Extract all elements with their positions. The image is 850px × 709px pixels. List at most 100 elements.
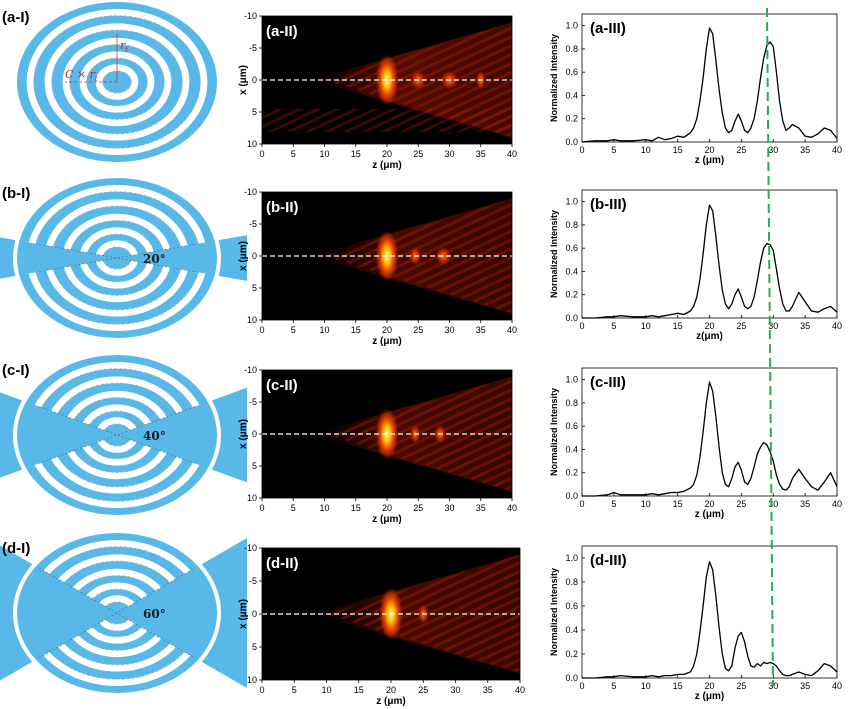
x-axis-label: z (μm) [695, 155, 724, 166]
scaled-radius-annotation-sub: t [95, 75, 98, 83]
panel-label-III: (c-III) [590, 374, 626, 391]
x-tick-label: 35 [476, 149, 486, 159]
x-tick-label: 0 [579, 321, 584, 331]
reference-line-z30 [766, 7, 774, 687]
y-tick-label: 0.2 [565, 290, 578, 300]
x-tick-label: 35 [476, 503, 486, 513]
disc-rim [13, 529, 221, 697]
x-tick-label: 15 [351, 503, 361, 513]
y-tick-label: 0.8 [565, 577, 578, 587]
x-tick-label: 0 [259, 149, 264, 159]
sector-cutout-left [0, 545, 117, 681]
x-tick-label: 30 [444, 503, 454, 513]
x-tick-label: 35 [476, 325, 486, 335]
x-tick-label: 15 [673, 145, 683, 155]
panel-label-III: (d-III) [590, 552, 627, 569]
ring-gap [26, 9, 208, 155]
panel-label-II: (c-II) [266, 377, 298, 394]
intensity-curve [582, 381, 838, 497]
x-tick-label: 20 [382, 325, 392, 335]
x-tick-label: 35 [800, 321, 810, 331]
y-tick-label: 0.0 [565, 491, 578, 501]
x-tick-label: 25 [413, 325, 423, 335]
disc-diagram: 60° [0, 529, 247, 697]
x-tick-label: 30 [768, 321, 778, 331]
y-tick-label: -10 [244, 11, 257, 21]
y-tick-label: 0.8 [565, 44, 578, 54]
intensity-spot [435, 247, 451, 265]
radius-annotation: rt [120, 39, 128, 54]
panel-label-III: (a-III) [590, 20, 626, 37]
y-tick-label: -5 [249, 43, 257, 53]
x-tick-label: 15 [673, 681, 683, 691]
x-tick-label: 5 [291, 149, 296, 159]
sector-angle-label: 60° [143, 607, 166, 621]
y-tick-label: 10 [247, 675, 257, 685]
sector-edge [38, 243, 196, 273]
x-axis-label: z (μm) [376, 696, 405, 707]
x-tick-label: 25 [736, 321, 746, 331]
ring-guide [102, 70, 132, 94]
y-tick-label: 0 [252, 251, 257, 261]
x-tick-label: 15 [351, 149, 361, 159]
y-tick-label: 0.2 [565, 114, 578, 124]
x-tick-label: 10 [641, 499, 651, 509]
y-tick-label: 5 [252, 461, 257, 471]
y-tick-label: 0.2 [565, 468, 578, 478]
y-axis-label: Normalized Intensity [549, 34, 559, 122]
y-axis-label: x (μm) [238, 419, 249, 449]
y-axis-label: x (μm) [238, 65, 249, 95]
x-tick-label: 25 [413, 149, 423, 159]
lower-streaks [262, 108, 512, 132]
x-tick-label: 20 [382, 149, 392, 159]
y-axis-label: Normalized Intensity [549, 568, 559, 656]
panel-label-I: (c-I) [2, 362, 30, 379]
x-tick-label: 40 [515, 685, 525, 695]
x-tick-label: 40 [832, 145, 842, 155]
disc-rim [13, 174, 221, 342]
radius-annotation-sub: t [125, 46, 128, 54]
disc-rim [13, 351, 221, 519]
x-tick-label: 0 [259, 503, 264, 513]
sector-edge [38, 243, 196, 273]
x-tick-label: 10 [641, 321, 651, 331]
x-tick-label: 10 [319, 325, 329, 335]
y-tick-label: 10 [247, 493, 257, 503]
intensity-curve [582, 560, 838, 679]
line-chart-panel: 0 5 10 15 20 25 30 35 40 0.0 0.2 0.4 0.6 0.8 1.0 z(μm) N… [549, 189, 842, 342]
y-tick-label: 0.0 [565, 673, 578, 683]
y-tick-label: 0.0 [565, 313, 578, 323]
x-tick-label: 25 [736, 681, 746, 691]
y-tick-label: 0 [252, 609, 257, 619]
x-tick-label: 25 [418, 685, 428, 695]
panel-label-III: (b-III) [590, 196, 627, 213]
y-tick-label: 0.4 [565, 444, 578, 454]
sector-angle-label: 40° [143, 429, 166, 443]
x-tick-label: 30 [450, 685, 460, 695]
y-tick-label: -5 [249, 397, 257, 407]
x-tick-label: 35 [800, 145, 810, 155]
y-tick-label: 0.8 [565, 398, 578, 408]
x-tick-label: 20 [704, 321, 714, 331]
y-tick-label: 1.0 [565, 21, 578, 31]
x-axis-label: z (μm) [372, 514, 401, 525]
y-tick-label: 1.0 [565, 197, 578, 207]
y-tick-label: 1.0 [565, 375, 578, 385]
x-tick-label: 25 [413, 503, 423, 513]
sector-cutout-right [117, 235, 247, 281]
x-tick-label: 10 [641, 145, 651, 155]
y-axis-label: Normalized Intensity [549, 210, 559, 298]
panel-label-II: (d-II) [266, 555, 298, 572]
disc-diagram: rt C × rt [17, 2, 217, 162]
x-tick-label: 5 [611, 145, 616, 155]
disc-diagram: 40° [0, 351, 247, 519]
y-tick-label: 0.6 [565, 67, 578, 77]
x-tick-label: 10 [321, 685, 331, 695]
x-axis-label: z (μm) [372, 160, 401, 171]
y-tick-label: 10 [247, 139, 257, 149]
y-axis-label: x (μm) [238, 599, 249, 629]
y-tick-label: 5 [252, 107, 257, 117]
x-tick-label: 5 [611, 681, 616, 691]
x-tick-label: 5 [611, 499, 616, 509]
row-2: 40° (c-I) 0 5 10 15 20 25 30 35 40 -10 -5 0 5 10 z (μm) x… [0, 351, 842, 525]
